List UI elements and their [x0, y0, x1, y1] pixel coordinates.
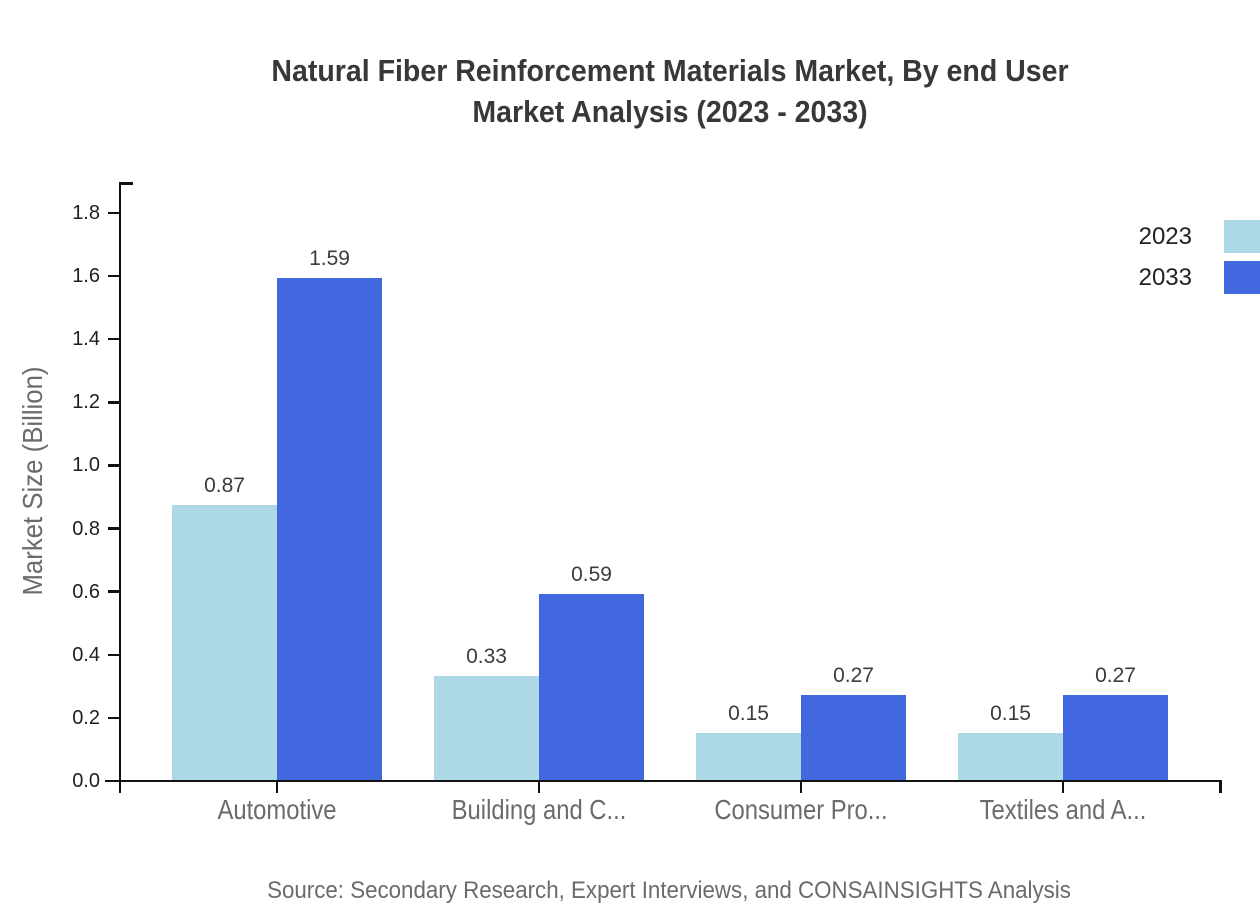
bar-2033-consumer-pro-: [801, 694, 906, 780]
y-axis-tick: [108, 401, 120, 404]
y-axis-tick: [108, 653, 120, 656]
bar-value-label: 0.59: [571, 562, 612, 586]
legend-swatch-2033: [1224, 261, 1260, 294]
y-axis-tick: [108, 716, 120, 720]
bar-value-label: 0.15: [990, 701, 1031, 725]
bar-2023-building-and-c-: [434, 675, 539, 780]
y-axis-tick-label: 1.2: [72, 391, 100, 414]
x-axis-tick: [799, 781, 803, 793]
chart-title-line1: Natural Fiber Reinforcement Materials Ma…: [271, 53, 1069, 88]
bar-value-label: 1.59: [309, 247, 350, 271]
y-axis-tick-label: 0.8: [72, 517, 100, 540]
y-axis-tick: [108, 337, 120, 341]
x-axis-tick: [1061, 781, 1065, 793]
bar-2023-textiles-and-a-: [958, 732, 1063, 780]
bar-value-label: 0.27: [1095, 663, 1136, 687]
bar-2023-consumer-pro-: [696, 732, 801, 780]
y-axis-tick-label: 0.4: [72, 643, 100, 666]
x-axis-category-label: Consumer Pro...: [714, 794, 888, 825]
y-axis-top-cap: [118, 182, 133, 185]
y-axis-tick-label: 0.6: [72, 580, 100, 603]
source-note: Source: Secondary Research, Expert Inter…: [267, 877, 1071, 904]
y-axis-tick: [108, 527, 120, 530]
x-axis-line: [105, 779, 1222, 782]
bar-value-label: 0.87: [204, 474, 245, 498]
x-axis-category-label: Automotive: [217, 794, 337, 825]
y-axis-tick: [108, 590, 120, 593]
legend-label-2023: 2023: [1138, 223, 1192, 250]
y-axis-line: [118, 182, 121, 793]
y-axis-tick-label: 1.6: [72, 265, 100, 288]
bar-value-label: 0.27: [833, 663, 874, 687]
bar-value-label: 0.15: [728, 701, 769, 725]
x-axis-tick: [537, 781, 541, 793]
x-axis-category-label: Building and C...: [451, 794, 627, 825]
y-axis-title: Market Size (Billion): [17, 366, 48, 596]
y-axis-tick: [108, 464, 120, 467]
legend-swatch-2023: [1224, 220, 1260, 253]
y-axis-tick-label: 1.8: [72, 201, 100, 224]
x-axis-category-label: Textiles and A...: [979, 794, 1147, 825]
x-axis-end-tick: [1219, 781, 1222, 793]
chart-title-line2: Market Analysis (2023 - 2033): [472, 94, 868, 129]
bar-2033-building-and-c-: [539, 593, 644, 780]
bar-2033-textiles-and-a-: [1063, 694, 1168, 780]
chart-title: Natural Fiber Reinforcement Materials Ma…: [173, 50, 1167, 132]
y-axis-tick-label: 1.0: [72, 454, 100, 477]
y-axis-tick-label: 0.0: [72, 770, 100, 792]
y-axis-tick: [108, 274, 120, 278]
bar-value-label: 0.33: [466, 644, 507, 668]
x-axis-tick: [275, 781, 279, 793]
y-axis-tick-label: 1.4: [72, 328, 100, 351]
legend-label-2033: 2033: [1138, 264, 1192, 291]
bar-2023-automotive: [172, 505, 277, 780]
y-axis-tick: [108, 211, 120, 215]
y-axis-tick: [108, 779, 120, 783]
y-axis-tick-label: 0.2: [72, 706, 100, 729]
bar-2033-automotive: [277, 278, 382, 780]
